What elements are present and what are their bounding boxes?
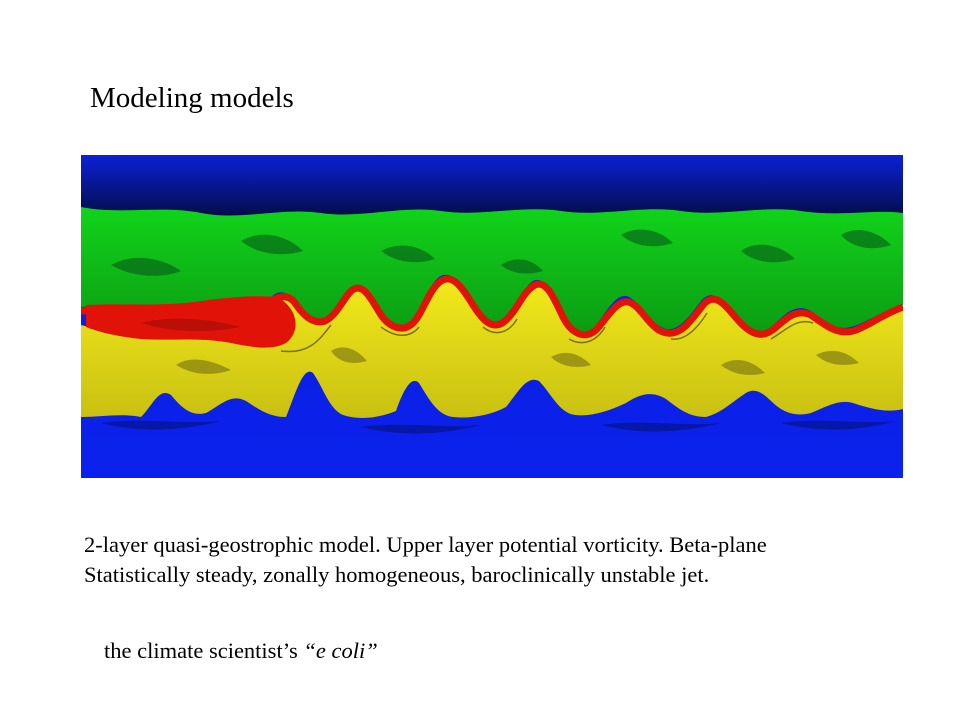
green-region xyxy=(81,207,903,334)
caption-line-2: Statistically steady, zonally homogeneou… xyxy=(84,562,710,587)
caption: 2-layer quasi-geostrophic model. Upper l… xyxy=(84,530,767,590)
red-filament xyxy=(81,275,903,339)
caption-line-1: 2-layer quasi-geostrophic model. Upper l… xyxy=(84,532,767,557)
footnote-italic: “e coli” xyxy=(303,638,378,663)
red-blob xyxy=(86,296,296,348)
footnote: the climate scientist’s “e coli” xyxy=(104,636,378,666)
vorticity-field-image xyxy=(81,155,903,478)
footnote-text: the climate scientist’s xyxy=(104,638,304,663)
slide-title: Modeling models xyxy=(90,82,294,114)
